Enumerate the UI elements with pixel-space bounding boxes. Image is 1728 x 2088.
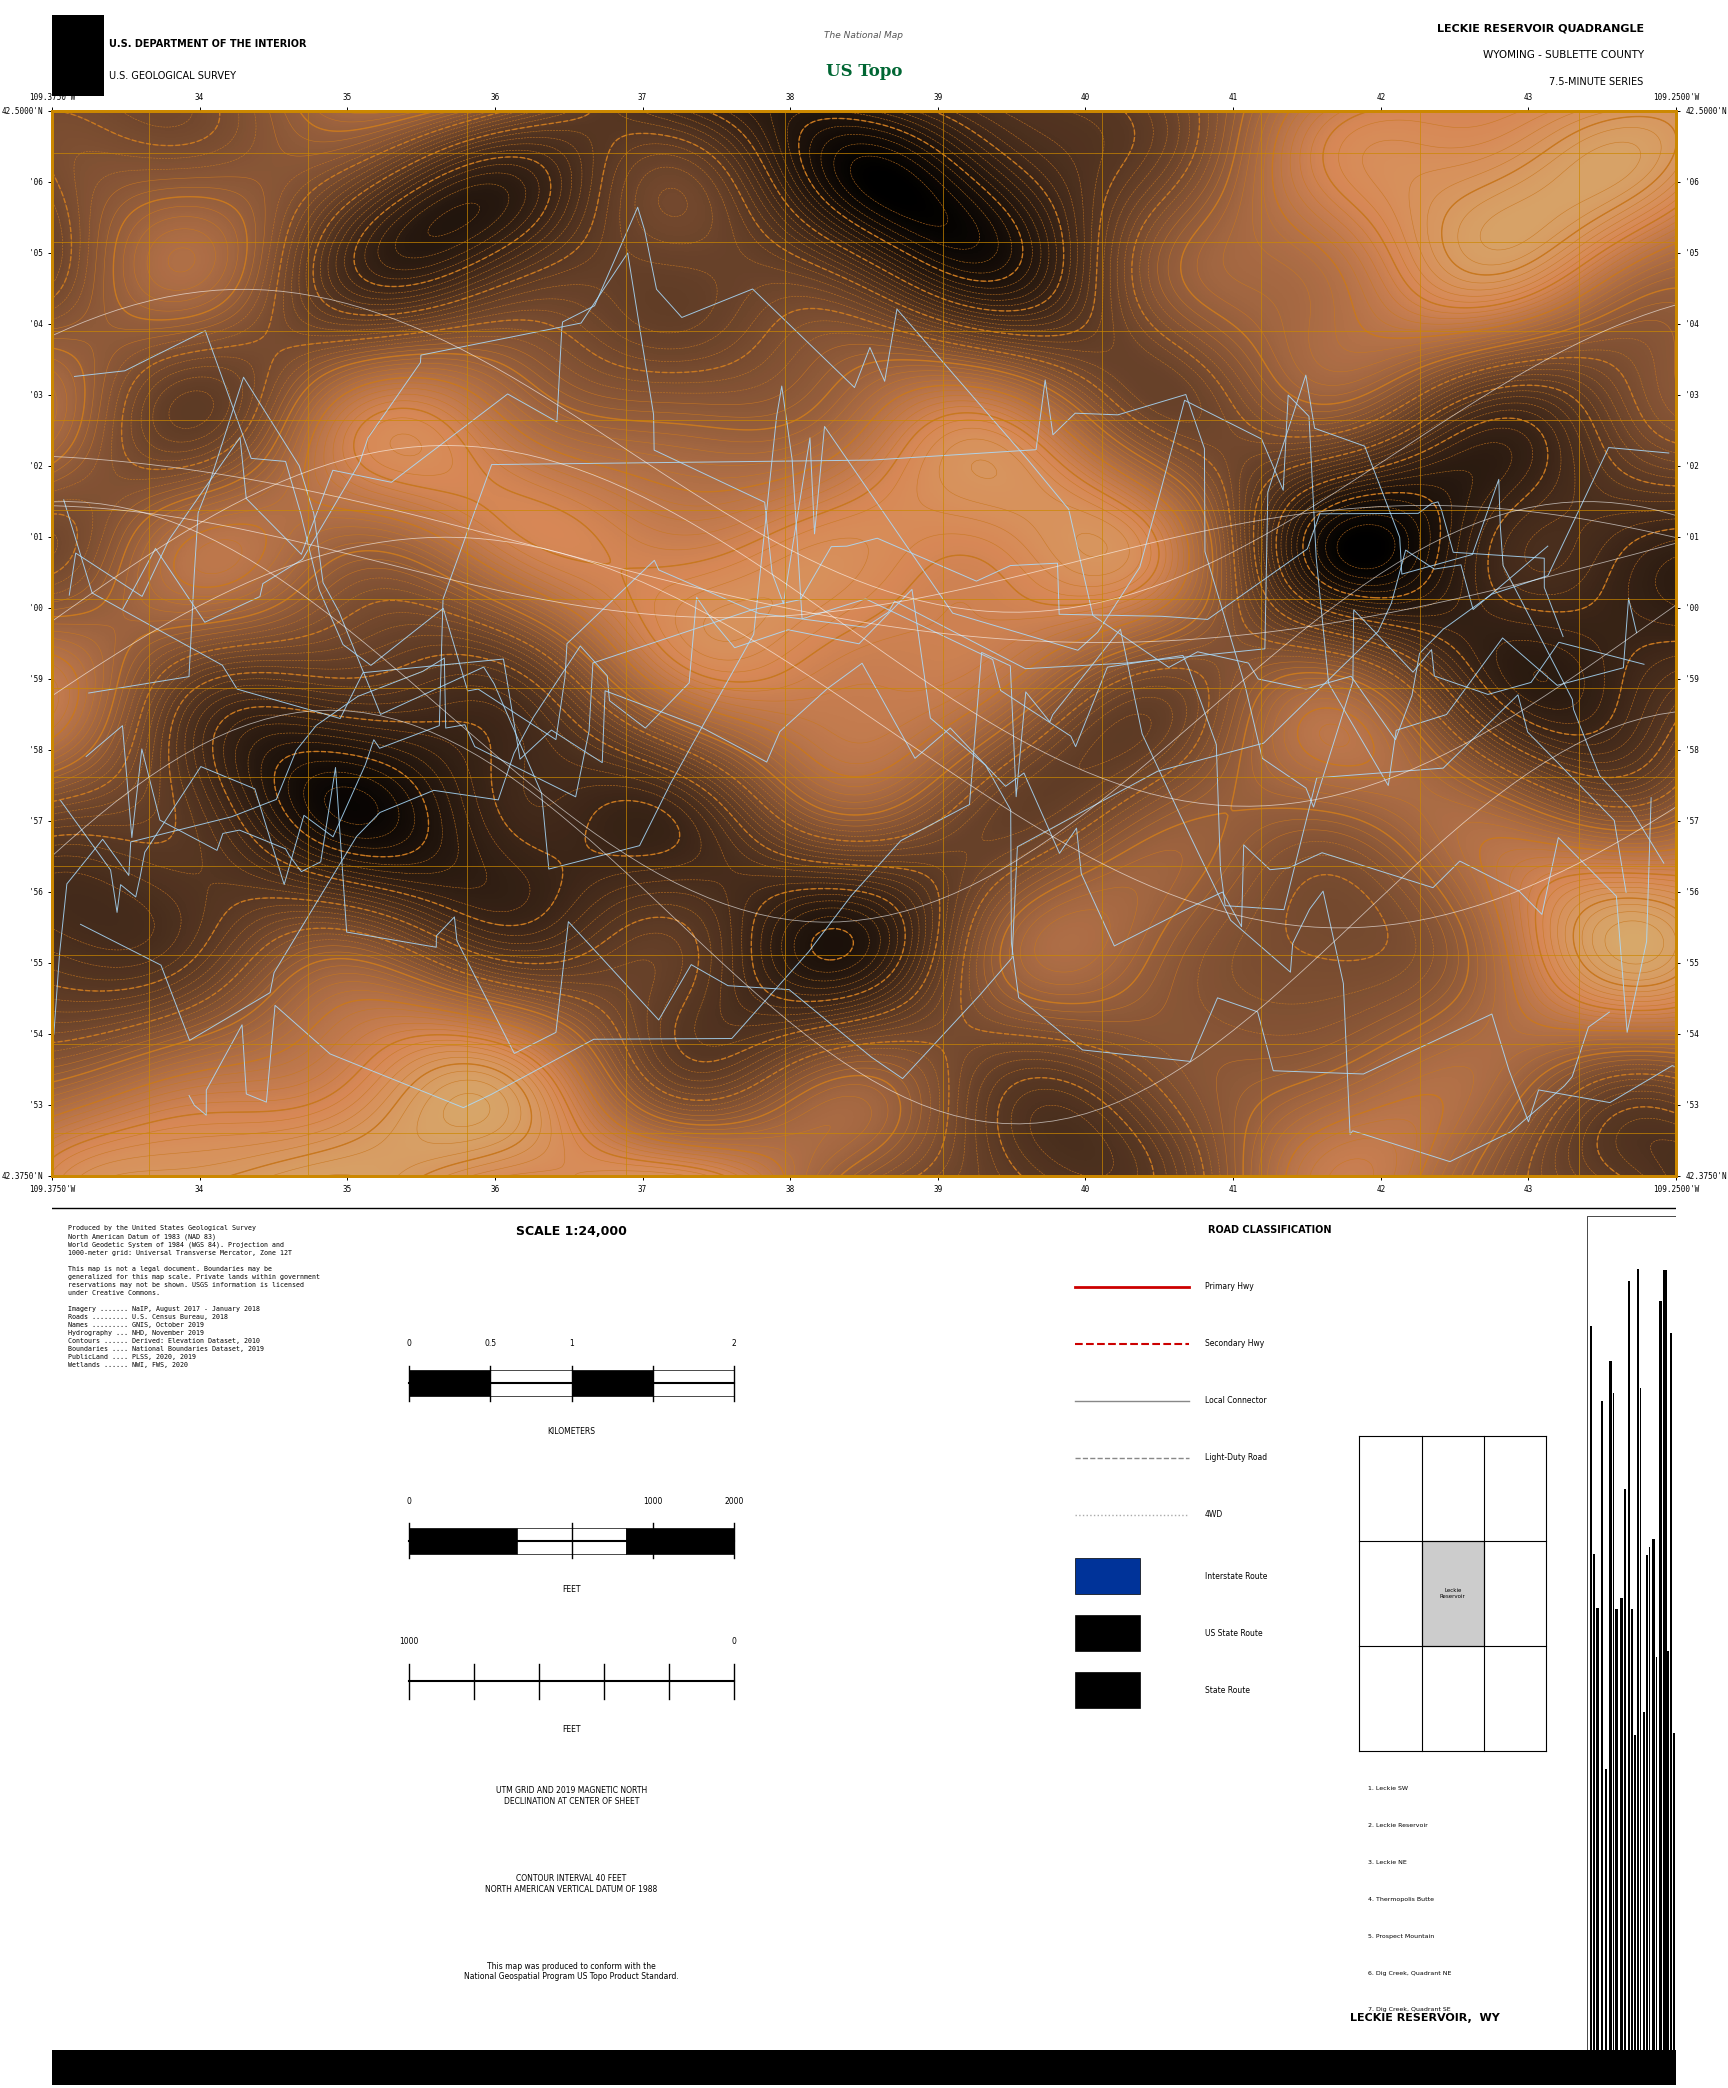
Bar — [1624, 1489, 1626, 2050]
Bar — [1706, 1685, 1707, 2050]
Text: 0.5: 0.5 — [484, 1338, 496, 1349]
Text: UTM GRID AND 2019 MAGNETIC NORTH
DECLINATION AT CENTER OF SHEET: UTM GRID AND 2019 MAGNETIC NORTH DECLINA… — [496, 1787, 648, 1806]
Bar — [1697, 1687, 1700, 2050]
Bar — [1683, 1384, 1685, 2050]
Bar — [1616, 1608, 1619, 2050]
Bar — [1700, 1315, 1704, 2050]
Text: LECKIE RESERVOIR,  WY: LECKIE RESERVOIR, WY — [1350, 2013, 1500, 2023]
Text: Local Connector: Local Connector — [1204, 1397, 1267, 1405]
Text: 2: 2 — [731, 1338, 736, 1349]
Text: This map was produced to conform with the
National Geospatial Program US Topo Pr: This map was produced to conform with th… — [465, 1963, 679, 1982]
Bar — [1605, 1769, 1607, 2050]
Text: The National Map: The National Map — [824, 31, 904, 40]
Text: FEET: FEET — [562, 1585, 581, 1593]
Bar — [52, 2050, 1676, 2084]
Text: 6. Dig Creek, Quadrant NE: 6. Dig Creek, Quadrant NE — [1367, 1971, 1452, 1975]
Bar — [1597, 1608, 1600, 2050]
Bar — [653, 1370, 734, 1397]
Text: Produced by the United States Geological Survey
North American Datum of 1983 (NA: Produced by the United States Geological… — [67, 1226, 320, 1376]
Text: 3. Leckie NE: 3. Leckie NE — [1367, 1860, 1407, 1865]
Bar — [1075, 1672, 1140, 1708]
Bar — [572, 1370, 653, 1397]
Bar — [1673, 1733, 1676, 2050]
Bar — [410, 1528, 517, 1553]
Bar — [1636, 1270, 1638, 2050]
Bar — [1075, 1616, 1140, 1650]
Text: 2000: 2000 — [724, 1497, 743, 1505]
Text: 4WD: 4WD — [1204, 1510, 1223, 1520]
Bar — [410, 1370, 491, 1397]
Text: US State Route: US State Route — [1204, 1629, 1263, 1637]
Bar — [1422, 1541, 1484, 1645]
Text: US Topo: US Topo — [826, 63, 902, 79]
Bar — [1075, 1558, 1140, 1593]
Text: 0: 0 — [406, 1497, 411, 1505]
Bar — [1619, 1599, 1623, 2050]
Bar — [1680, 1656, 1681, 2050]
Text: 5. Prospect Mountain: 5. Prospect Mountain — [1367, 1933, 1434, 1940]
Text: Secondary Hwy: Secondary Hwy — [1204, 1338, 1265, 1349]
Text: Leckie
Reservoir: Leckie Reservoir — [1439, 1589, 1465, 1599]
Text: KILOMETERS: KILOMETERS — [548, 1426, 596, 1437]
Text: Interstate Route: Interstate Route — [1204, 1572, 1267, 1581]
Bar — [1600, 1401, 1604, 2050]
Bar — [1609, 1361, 1612, 2050]
Text: U.S. GEOLOGICAL SURVEY: U.S. GEOLOGICAL SURVEY — [109, 71, 235, 81]
Bar — [491, 1370, 572, 1397]
Text: 1000: 1000 — [399, 1637, 418, 1645]
Bar — [626, 1528, 734, 1553]
Text: State Route: State Route — [1204, 1685, 1249, 1695]
Bar — [1628, 1280, 1630, 2050]
Bar — [1693, 1725, 1697, 2050]
Text: 0: 0 — [406, 1338, 411, 1349]
Bar — [1586, 1217, 1676, 2067]
Text: Light-Duty Road: Light-Duty Road — [1204, 1453, 1267, 1462]
Bar — [1652, 1539, 1655, 2050]
Text: WYOMING - SUBLETTE COUNTY: WYOMING - SUBLETTE COUNTY — [1483, 50, 1643, 61]
Text: 2. Leckie Reservoir: 2. Leckie Reservoir — [1367, 1823, 1427, 1829]
Bar — [1690, 1771, 1692, 2050]
Text: 7. Dig Creek, Quadrant SE: 7. Dig Creek, Quadrant SE — [1367, 2007, 1450, 2013]
Bar — [1655, 1658, 1657, 2050]
Text: 1: 1 — [569, 1338, 574, 1349]
Bar — [1659, 1301, 1662, 2050]
Bar — [1643, 1712, 1645, 2050]
Text: FEET: FEET — [562, 1725, 581, 1735]
Text: CONTOUR INTERVAL 40 FEET
NORTH AMERICAN VERTICAL DATUM OF 1988: CONTOUR INTERVAL 40 FEET NORTH AMERICAN … — [486, 1875, 658, 1894]
Text: SCALE 1:24,000: SCALE 1:24,000 — [517, 1226, 627, 1238]
Text: Primary Hwy: Primary Hwy — [1204, 1282, 1255, 1290]
Text: 7.5-MINUTE SERIES: 7.5-MINUTE SERIES — [1550, 77, 1643, 88]
Text: ROAD CLASSIFICATION: ROAD CLASSIFICATION — [1208, 1226, 1332, 1236]
Text: 4. Thermopolis Butte: 4. Thermopolis Butte — [1367, 1898, 1434, 1902]
Text: U.S. DEPARTMENT OF THE INTERIOR: U.S. DEPARTMENT OF THE INTERIOR — [109, 40, 306, 50]
Text: LECKIE RESERVOIR QUADRANGLE: LECKIE RESERVOIR QUADRANGLE — [1436, 23, 1643, 33]
Bar — [1664, 1270, 1666, 2050]
Bar — [1645, 1556, 1649, 2050]
Text: 1. Leckie SW: 1. Leckie SW — [1367, 1787, 1408, 1792]
Bar — [52, 15, 104, 96]
Text: 1000: 1000 — [643, 1497, 662, 1505]
Bar — [517, 1528, 626, 1553]
Text: 0: 0 — [731, 1637, 736, 1645]
